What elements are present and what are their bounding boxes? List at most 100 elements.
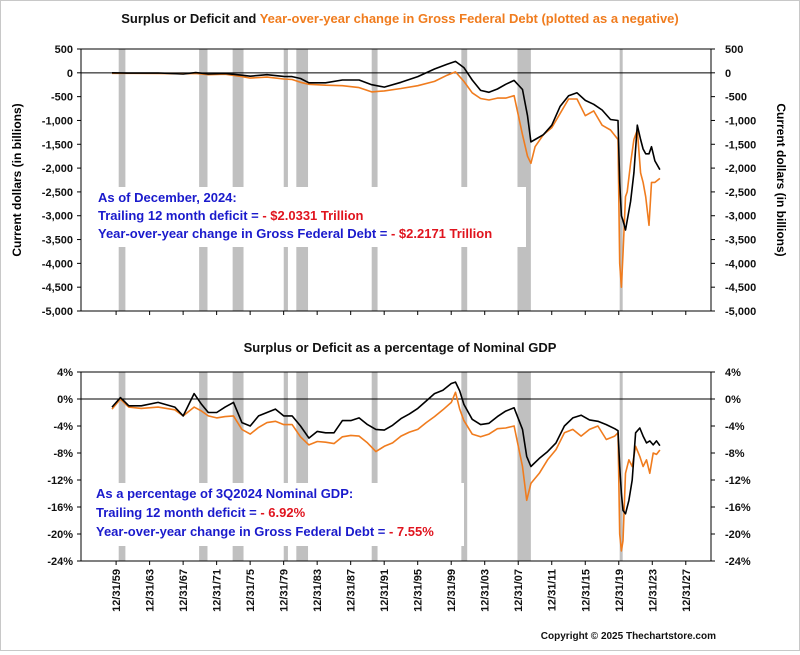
y-tick-label-left: -1,000 bbox=[42, 115, 73, 127]
y-tick-label-right: 4% bbox=[725, 367, 741, 379]
x-tick-label: 12/31/87 bbox=[346, 569, 358, 612]
title-part-orange: Year-over-year change in Gross Federal D… bbox=[260, 11, 679, 26]
annotation-value: - 7.55% bbox=[389, 524, 434, 539]
y-tick-label-right: -1,000 bbox=[725, 115, 756, 127]
recession-band bbox=[371, 372, 378, 561]
recession-band bbox=[461, 49, 468, 311]
annotation-label: Trailing 12 month deficit = bbox=[98, 208, 262, 223]
recession-band bbox=[199, 49, 208, 311]
annotation-box bbox=[92, 483, 464, 546]
x-tick-label: 12/31/19 bbox=[614, 569, 626, 612]
x-tick-label: 12/31/59 bbox=[111, 569, 123, 612]
plot-border bbox=[80, 371, 712, 562]
y-tick-label-right: -16% bbox=[725, 502, 751, 514]
y-tick-label-left: -3,500 bbox=[42, 235, 73, 247]
y-tick-label-right: -3,500 bbox=[725, 235, 756, 247]
annotation-label: Year-over-year change in Gross Federal D… bbox=[98, 226, 391, 241]
chart-title-top: Surplus or Deficit and Year-over-year ch… bbox=[121, 11, 678, 26]
y-tick-label-left: 500 bbox=[55, 44, 73, 56]
annotation-label: Trailing 12 month deficit = bbox=[96, 505, 260, 520]
y-tick-label-right: -4,500 bbox=[725, 282, 756, 294]
recession-band bbox=[371, 49, 378, 311]
annotation-line: Year-over-year change in Gross Federal D… bbox=[98, 226, 492, 241]
x-tick-label: 12/31/11 bbox=[547, 569, 559, 611]
recession-band bbox=[118, 49, 126, 311]
x-tick-label: 12/31/27 bbox=[681, 569, 693, 612]
y-tick-label-left: 0% bbox=[57, 394, 73, 406]
recession-band bbox=[296, 372, 309, 561]
annotation-value: - $2.0331 Trillion bbox=[262, 208, 363, 223]
surplus-series-line bbox=[111, 60, 661, 231]
x-tick-label: 12/31/15 bbox=[580, 569, 592, 612]
y-tick-label-right: -4% bbox=[725, 421, 745, 433]
annotation-label: As a percentage of 3Q2024 Nominal GDP: bbox=[96, 486, 353, 501]
annotation-box bbox=[94, 187, 526, 247]
y-axis-label-left: Current dollars (in billions) bbox=[10, 103, 24, 256]
y-tick-label-right: 500 bbox=[725, 44, 743, 56]
y-tick-label-left: -20% bbox=[47, 529, 73, 541]
y-tick-label-right: -3,000 bbox=[725, 211, 756, 223]
recession-band bbox=[461, 372, 468, 561]
y-tick-label-right: -4,000 bbox=[725, 258, 756, 270]
surplus-series-line bbox=[111, 381, 661, 515]
recession-band bbox=[619, 49, 623, 311]
recession-band bbox=[199, 372, 208, 561]
x-tick-label: 12/31/99 bbox=[446, 569, 458, 612]
y-tick-label-left: -2,000 bbox=[42, 163, 73, 175]
debt-series-line bbox=[112, 71, 661, 288]
recession-band bbox=[232, 372, 244, 561]
x-tick-label: 12/31/83 bbox=[312, 569, 324, 612]
y-tick-label-right: -500 bbox=[725, 92, 747, 104]
x-tick-label: 12/31/07 bbox=[513, 569, 525, 612]
y-tick-label-right: 0% bbox=[725, 394, 741, 406]
debt-series-line bbox=[111, 391, 661, 552]
annotation-line: As of December, 2024: bbox=[98, 190, 237, 205]
recession-band bbox=[283, 49, 288, 311]
annotation-label: As of December, 2024: bbox=[98, 190, 237, 205]
plot-border bbox=[80, 48, 712, 312]
y-tick-label-right: -8% bbox=[725, 448, 745, 460]
recession-band bbox=[517, 49, 531, 311]
y-tick-label-left: -4,000 bbox=[42, 258, 73, 270]
y-tick-label-right: -5,000 bbox=[725, 306, 756, 318]
y-tick-label-left: -500 bbox=[51, 92, 73, 104]
y-axis-label-right: Current dollars (in billions) bbox=[774, 103, 788, 256]
y-tick-label-right: 0 bbox=[725, 68, 731, 80]
y-tick-label-left: 0 bbox=[67, 68, 73, 80]
y-tick-label-right: -12% bbox=[725, 475, 751, 487]
annotation-line: As a percentage of 3Q2024 Nominal GDP: bbox=[96, 486, 353, 501]
recession-band bbox=[296, 49, 309, 311]
annotation-label: Year-over-year change in Gross Federal D… bbox=[96, 524, 389, 539]
x-tick-label: 12/31/67 bbox=[178, 569, 190, 612]
y-tick-label-left: -2,500 bbox=[42, 187, 73, 199]
y-tick-label-right: -20% bbox=[725, 529, 751, 541]
copyright-text: Copyright © 2025 Thechartstore.com bbox=[540, 631, 716, 642]
y-tick-label-left: -8% bbox=[53, 448, 73, 460]
y-tick-label-left: -1,500 bbox=[42, 139, 73, 151]
annotation-line: Trailing 12 month deficit = - $2.0331 Tr… bbox=[98, 208, 364, 223]
y-tick-label-right: -1,500 bbox=[725, 139, 756, 151]
y-tick-label-left: -16% bbox=[47, 502, 73, 514]
recession-band bbox=[283, 372, 288, 561]
y-tick-label-left: -3,000 bbox=[42, 211, 73, 223]
y-tick-label-left: -12% bbox=[47, 475, 73, 487]
annotation-value: - $2.2171 Trillion bbox=[391, 226, 492, 241]
y-tick-label-right: -2,000 bbox=[725, 163, 756, 175]
x-tick-label: 12/31/95 bbox=[413, 569, 425, 612]
x-tick-label: 12/31/63 bbox=[145, 569, 157, 612]
y-tick-label-right: -2,500 bbox=[725, 187, 756, 199]
y-tick-label-left: -4,500 bbox=[42, 282, 73, 294]
title-part-black: Surplus or Deficit and bbox=[121, 11, 259, 26]
recession-band bbox=[232, 49, 244, 311]
x-tick-label: 12/31/91 bbox=[379, 569, 391, 612]
annotation-value: - 6.92% bbox=[260, 505, 305, 520]
recession-band bbox=[118, 372, 126, 561]
recession-band bbox=[517, 372, 531, 561]
chart-title-bottom: Surplus or Deficit as a percentage of No… bbox=[244, 340, 557, 355]
y-tick-label-left: -24% bbox=[47, 556, 73, 568]
x-tick-label: 12/31/23 bbox=[647, 569, 659, 612]
recession-band bbox=[619, 372, 623, 561]
x-tick-label: 12/31/71 bbox=[212, 569, 224, 612]
